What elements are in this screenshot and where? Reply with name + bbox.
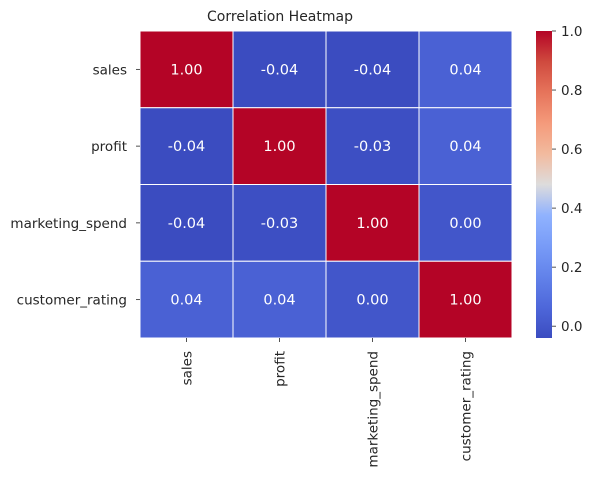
heatmap-cell-r1-c3	[418, 107, 513, 185]
colorbar-tick-label-0: 0.0	[561, 319, 582, 335]
row-label-profit: profit	[91, 139, 127, 155]
cell-value-label-r2-c1: -0.03	[261, 216, 299, 232]
row-tick-labels: sales profit marketing_spend customer_ratin…	[10, 62, 140, 309]
chart-title: Correlation Heatmap	[207, 9, 353, 25]
column-label-marketing-spend: marketing_spend	[366, 351, 382, 468]
heatmap-cells: 1.00 -0.04 -0.04 0.04 -0.04 1.00 -0.03 0.04 -0.0…	[139, 30, 513, 339]
colorbar-gradient	[536, 31, 552, 338]
heatmap-cell-r3-c3	[418, 260, 513, 339]
cell-value-label-r2-c0: -0.04	[168, 216, 206, 232]
row-label-customer-rating: customer_rating	[17, 293, 127, 309]
cell-value-label-r1-c0: -0.04	[168, 139, 206, 155]
heatmap-cell-r2-c1	[232, 184, 327, 262]
cell-value-label-r3-c3: 1.00	[449, 293, 481, 309]
cell-value-label-r3-c0: 0.04	[170, 293, 202, 309]
cell-value-label-r1-c1: 1.00	[263, 139, 295, 155]
column-label-sales: sales	[180, 351, 196, 385]
heatmap-cell-r0-c1	[232, 30, 327, 109]
cell-value-label-r2-c2: 1.00	[356, 216, 388, 232]
colorbar-tick-label-1: 0.2	[561, 260, 582, 276]
heatmap-cell-r1-c0	[139, 107, 234, 185]
heatmap-cell-r2-c3	[418, 184, 513, 262]
heatmap-cell-r1-c1	[232, 107, 327, 185]
cell-value-label-r0-c3: 0.04	[449, 62, 481, 78]
colorbar-tick-label-5: 1.0	[561, 24, 582, 40]
heatmap-cell-r0-c0	[139, 30, 234, 109]
colorbar: 0.0 0.2 0.4 0.6 0.8 1.0	[536, 24, 582, 338]
colorbar-tick-label-2: 0.4	[561, 201, 582, 217]
cell-value-label-r1-c3: 0.04	[449, 139, 481, 155]
row-label-marketing-spend: marketing_spend	[10, 216, 127, 232]
column-tick-labels: sales profit marketing_spend customer_ratin…	[180, 338, 475, 468]
cell-value-label-r1-c2: -0.03	[354, 139, 392, 155]
colorbar-tick-label-3: 0.6	[561, 142, 582, 158]
heatmap-cell-r3-c1	[232, 260, 327, 339]
cell-value-label-r0-c0: 1.00	[170, 62, 202, 78]
column-label-customer-rating: customer_rating	[459, 351, 475, 461]
cell-value-label-r3-c2: 0.00	[356, 293, 388, 309]
cell-value-label-r3-c1: 0.04	[263, 293, 295, 309]
row-label-sales: sales	[93, 62, 127, 78]
cell-value-label-r2-c3: 0.00	[449, 216, 481, 232]
colorbar-tick-label-4: 0.8	[561, 83, 582, 99]
column-label-profit: profit	[273, 351, 289, 387]
heatmap-cell-r0-c2	[325, 30, 420, 109]
cell-value-label-r0-c1: -0.04	[261, 62, 299, 78]
heatmap-cell-r0-c3	[418, 30, 513, 109]
cell-value-label-r0-c2: -0.04	[354, 62, 392, 78]
heatmap-cell-r3-c0	[139, 260, 234, 339]
